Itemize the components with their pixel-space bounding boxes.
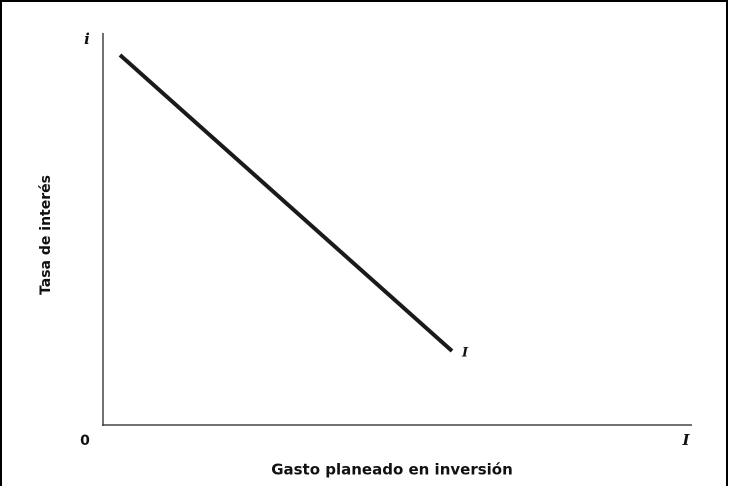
y-axis-title: Tasa de interés — [38, 175, 54, 295]
y-axis-symbol: i — [84, 30, 90, 48]
investment-curve — [118, 53, 454, 353]
x-axis-symbol: I — [681, 431, 690, 449]
curve-label: I — [461, 346, 469, 361]
x-axis-title: Gasto planeado en inversión — [271, 461, 513, 479]
origin-label: 0 — [80, 433, 90, 449]
